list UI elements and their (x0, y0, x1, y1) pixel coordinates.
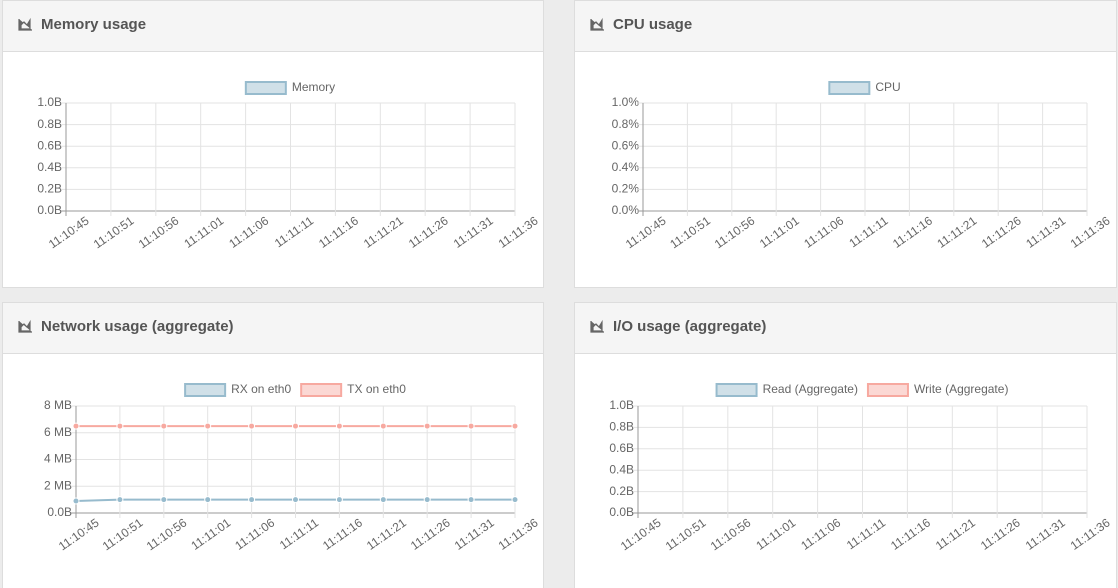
panel-title: I/O usage (aggregate) (613, 318, 766, 335)
data-point (379, 422, 387, 430)
panel-header (2, 302, 544, 354)
legend-label: Memory (292, 80, 335, 94)
panel-header (574, 302, 1117, 354)
y-tick-label: 0.8B (37, 117, 62, 131)
data-point (379, 496, 387, 504)
data-point (160, 496, 168, 504)
data-point (511, 496, 519, 504)
legend-label: TX on eth0 (347, 382, 406, 396)
data-point (292, 422, 299, 430)
legend: RX on eth0 TX on eth0 (184, 382, 406, 397)
data-point (467, 422, 475, 430)
data-point (116, 496, 124, 504)
data-point (511, 422, 519, 430)
y-tick-label: 1.0B (609, 398, 634, 412)
chart-icon (590, 319, 604, 333)
data-point (335, 496, 343, 504)
y-tick-label: 0.2% (612, 182, 640, 196)
y-tick-label: 0.4B (37, 160, 62, 174)
chart-icon (18, 319, 32, 333)
data-point (292, 496, 299, 504)
y-tick-label: 8 MB (44, 398, 72, 412)
y-tick-label: 1.0% (612, 95, 640, 109)
legend-swatch (828, 81, 871, 95)
legend: Read (Aggregate) Write (Aggregate) (715, 382, 1008, 397)
panel: Network usage (aggregate) RX on eth0 TX on… (2, 302, 544, 588)
data-point (335, 422, 343, 430)
legend-label: Write (Aggregate) (914, 382, 1008, 396)
y-tick-label: 2 MB (44, 478, 72, 492)
legend-label: CPU (875, 80, 900, 94)
data-point (423, 422, 431, 430)
panel-title: Memory usage (41, 16, 146, 33)
y-tick-label: 0.0B (37, 203, 62, 217)
legend-swatch (866, 383, 909, 397)
legend-swatch (184, 383, 227, 397)
y-tick-label: 0.2B (37, 182, 62, 196)
panel-header (574, 0, 1117, 52)
data-point (72, 497, 80, 505)
chart-icon (18, 17, 32, 31)
panel: Memory usage Memory 0.0B 0.2B 0.4B 0.6B 0.8B 1.… (2, 0, 544, 288)
data-point (248, 496, 256, 504)
y-tick-label: 6 MB (44, 425, 72, 439)
y-tick-label: 0.2B (609, 484, 634, 498)
panel-header (2, 0, 544, 52)
y-tick-label: 0.0% (612, 203, 640, 217)
panel-title: CPU usage (613, 16, 692, 33)
legend-swatch (715, 383, 758, 397)
data-point (72, 422, 80, 430)
y-tick-label: 0.8B (609, 420, 634, 434)
y-tick-label: 0.6B (37, 138, 62, 152)
panel: I/O usage (aggregate) Read (Aggregate) Wri… (574, 302, 1117, 588)
y-tick-label: 0.4B (609, 462, 634, 476)
data-point (248, 422, 256, 430)
legend: CPU (828, 80, 901, 95)
data-point (467, 496, 475, 504)
data-point (423, 496, 431, 504)
chart-icon (590, 17, 604, 31)
legend-label: Read (Aggregate) (763, 382, 858, 396)
y-tick-label: 0.6B (609, 441, 634, 455)
data-point (160, 422, 168, 430)
legend-swatch (244, 81, 287, 95)
panel-title: Network usage (aggregate) (41, 318, 234, 335)
legend-swatch (300, 383, 343, 397)
y-tick-label: 0.8% (612, 117, 640, 131)
y-tick-label: 0.0B (609, 505, 634, 519)
legend-label: RX on eth0 (231, 382, 291, 396)
y-tick-label: 0.0B (47, 505, 72, 519)
y-tick-label: 0.4% (612, 160, 640, 174)
y-tick-label: 4 MB (44, 452, 72, 466)
y-tick-label: 1.0B (37, 95, 62, 109)
y-tick-label: 0.6% (612, 138, 640, 152)
data-point (116, 422, 124, 430)
panel: CPU usageCPU0.0%0.2%0.4%0.6%0.8%1.0%11:1… (574, 0, 1117, 288)
data-point (204, 496, 212, 504)
legend: Memory (244, 80, 335, 95)
data-point (204, 422, 212, 430)
